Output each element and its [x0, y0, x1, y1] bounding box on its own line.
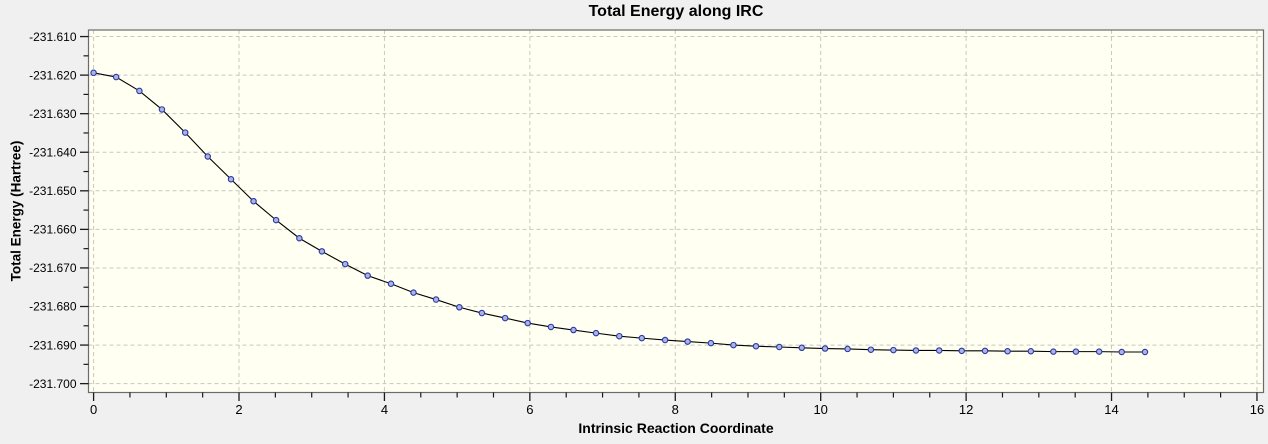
x-tick-label: 12: [959, 402, 973, 417]
y-tick-label: -231.670: [29, 261, 77, 275]
y-tick-label: -231.680: [29, 300, 77, 314]
data-point: [204, 153, 211, 160]
y-tick-label: -231.620: [29, 68, 77, 82]
x-tick-label: 16: [1250, 402, 1264, 417]
data-point: [272, 216, 280, 224]
y-tick-label: -231.650: [29, 184, 77, 198]
data-point: [821, 345, 829, 352]
data-point: [912, 347, 920, 354]
data-point: [958, 347, 966, 355]
data-point: [136, 87, 143, 95]
data-point: [890, 346, 897, 354]
data-point: [158, 106, 166, 113]
y-tick-label: -231.630: [29, 107, 77, 121]
data-point: [1095, 348, 1103, 355]
data-point: [775, 343, 783, 351]
data-point: [798, 344, 806, 352]
data-point: [684, 338, 691, 345]
chart-title: Total Energy along IRC: [588, 3, 764, 20]
plot-frame: [87, 29, 1265, 394]
data-point: [456, 304, 463, 311]
data-point: [524, 319, 531, 327]
data-point: [1027, 347, 1035, 355]
data-point: [387, 280, 395, 287]
data-point: [707, 339, 715, 347]
x-axis-title: Intrinsic Reaction Coordinate: [578, 420, 774, 436]
x-tick-label: 0: [90, 402, 97, 417]
data-point: [661, 336, 669, 344]
data-point: [181, 129, 189, 136]
x-tick-label: 10: [813, 402, 827, 417]
x-tick-label: 2: [235, 402, 242, 417]
data-point: [730, 341, 737, 349]
data-point: [90, 69, 97, 77]
data-point: [844, 345, 851, 353]
data-point: [296, 234, 303, 242]
data-point: [432, 296, 440, 303]
data-point: [616, 332, 623, 340]
data-point: [1141, 348, 1149, 356]
data-point: [1118, 348, 1125, 356]
y-tick-label: -231.660: [29, 223, 77, 237]
data-point: [592, 329, 600, 337]
data-point: [981, 347, 989, 355]
data-point: [570, 326, 577, 334]
data-point: [501, 314, 509, 322]
data-point: [227, 175, 235, 183]
x-tick-label: 14: [1104, 402, 1118, 417]
x-tick-label: 6: [526, 402, 533, 417]
data-point: [250, 197, 257, 205]
y-tick-label: -231.610: [29, 30, 77, 44]
y-tick-label: -231.700: [29, 377, 77, 391]
data-point: [112, 73, 120, 81]
data-point: [547, 323, 555, 331]
x-tick-label: 4: [381, 402, 388, 417]
data-point: [1004, 347, 1011, 355]
data-point: [1072, 348, 1080, 355]
data-point: [1050, 348, 1057, 355]
data-point: [341, 260, 349, 268]
plot-area: [88, 30, 1264, 393]
data-point: [478, 309, 486, 317]
data-point: [752, 342, 760, 350]
y-tick-label: -231.640: [29, 145, 77, 159]
data-point: [318, 248, 326, 255]
data-point: [867, 346, 875, 353]
data-point: [364, 272, 371, 279]
data-point: [935, 347, 943, 354]
data-point: [638, 334, 646, 342]
data-point: [410, 289, 417, 296]
y-tick-label: -231.690: [29, 338, 77, 352]
x-tick-label: 8: [672, 402, 679, 417]
